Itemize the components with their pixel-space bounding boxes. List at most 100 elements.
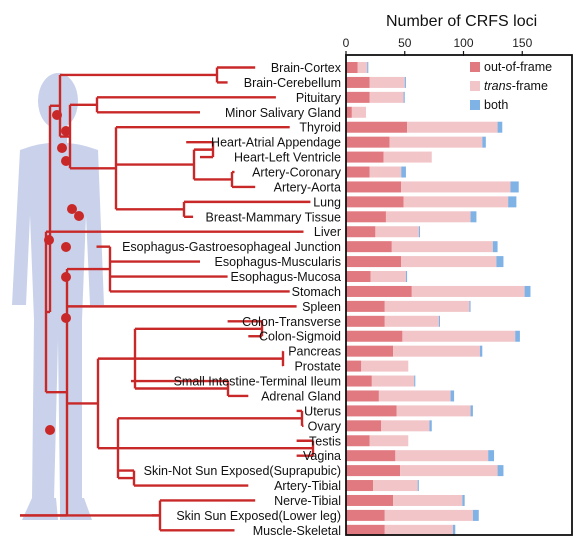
bar-both [438,315,440,327]
category-label: Brain-Cortex [271,61,342,75]
organ-dot [44,235,54,245]
bar-out-of-frame [346,285,412,297]
category-label: Esophagus-Gastroesophageal Junction [122,240,341,254]
bar-both [418,226,421,238]
bar-out-of-frame [346,480,374,492]
bar-trans-frame [384,524,453,536]
bar-out-of-frame [346,91,370,103]
bar-trans-frame [371,375,415,387]
bar-both [450,390,455,402]
chart-title: Number of CRFS loci [386,13,537,30]
bar-out-of-frame [346,271,371,283]
bar-trans-frame [370,271,406,283]
bar-out-of-frame [346,256,402,268]
category-label: Artery-Aorta [274,180,341,194]
bar-out-of-frame [346,226,376,238]
bar-out-of-frame [346,390,379,402]
bar-both [470,405,473,417]
category-label: Thyroid [299,121,341,135]
tissue-dendrogram [20,66,315,532]
bar-both [417,480,419,492]
category-label: Testis [309,434,341,448]
category-label: Artery-Coronary [252,166,342,180]
bar-trans-frame [351,106,366,118]
human-body-silhouette [12,73,104,520]
bar-trans-frame [384,300,470,312]
bar-out-of-frame [346,315,385,327]
category-label: Nerve-Tibial [274,494,341,508]
bar-out-of-frame [346,405,397,417]
bar-both [524,285,531,297]
bar-both [414,375,416,387]
organ-dot [57,143,67,153]
bar-both [367,62,369,73]
bar-out-of-frame [346,241,392,253]
category-label: Breast-Mammary Tissue [206,210,341,224]
bar-both [479,345,483,357]
bar-both [510,181,519,193]
bar-both [515,330,520,342]
category-label: Pituitary [296,91,342,105]
category-label: Skin-Not Sun Exposed(Suprapubic) [144,464,341,478]
category-label: Heart-Left Ventricle [234,151,341,165]
bar-trans-frame [401,256,497,268]
bar-trans-frame [384,315,439,327]
plot-frame [345,54,573,536]
x-tick-label: 0 [343,36,350,50]
x-tick-label: 150 [512,36,532,50]
legend-label-both: both [484,98,508,112]
category-label: Adrenal Gland [261,389,341,403]
bar-trans-frame [361,360,409,372]
bar-trans-frame [375,226,419,238]
bar-out-of-frame [346,181,402,193]
category-label: Ovary [308,419,342,433]
legend-label-trans-frame: trans-frame [484,79,548,93]
bar-out-of-frame [346,211,386,223]
bar-both [508,196,517,208]
bar-out-of-frame [346,450,396,462]
organ-dot [61,126,71,136]
category-label: Brain-Cerebellum [244,76,341,90]
category-label: Vagina [303,449,341,463]
category-label: Esophagus-Muscularis [215,255,341,269]
bar-trans-frame [373,480,418,492]
bar-trans-frame [402,330,516,342]
bar-both [482,136,486,148]
organ-dot [61,156,71,166]
category-label: Prostate [294,360,341,374]
organ-dot [61,242,71,252]
bar-trans-frame [403,196,509,208]
category-label: Muscle-Skeletal [253,524,341,538]
bar-out-of-frame [346,494,393,506]
bar-out-of-frame [346,509,385,521]
bar-out-of-frame [346,420,382,432]
bar-both [496,256,504,268]
bar-out-of-frame [346,330,403,342]
bar-trans-frame [383,151,432,163]
category-label: Lung [313,195,341,209]
bar-trans-frame [393,345,480,357]
bar-both [469,300,471,312]
bar-out-of-frame [346,300,385,312]
bar-trans-frame [393,494,463,506]
category-label: Small Intestine-Terminal Ileum [174,375,341,389]
bar-out-of-frame [346,121,408,133]
bar-out-of-frame [346,345,393,357]
bar-both [497,465,504,477]
bar-both [452,524,456,536]
x-ticks: 0 50 100 150 [343,36,533,56]
category-label: Colon-Sigmoid [259,330,341,344]
legend-label-frame-suffix: -frame [512,79,548,93]
bar-both [405,271,408,283]
bar-both [462,494,465,506]
bar-trans-frame [396,405,471,417]
organ-dot [67,204,77,214]
organ-dot [61,272,71,282]
legend-swatch-trans-frame [470,81,480,91]
bar-out-of-frame [346,196,404,208]
organ-dot [52,110,62,120]
bar-both [403,91,405,103]
category-label: Spleen [302,300,341,314]
bar-trans-frame [411,285,525,297]
category-label: Pancreas [288,345,341,359]
